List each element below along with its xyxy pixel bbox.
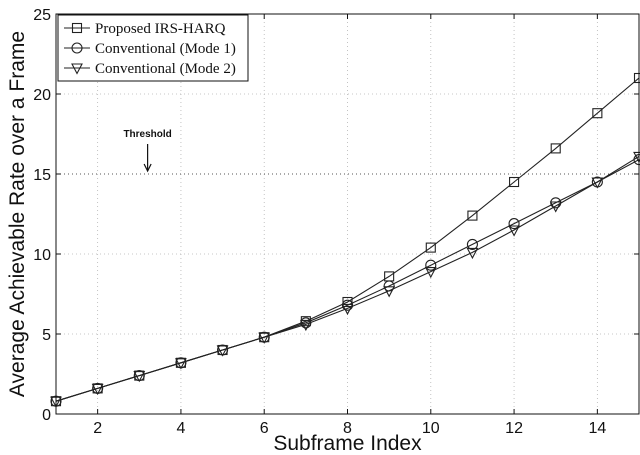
data-point-1 [425,242,436,253]
data-point-3 [133,371,146,383]
y-axis-title: Average Achievable Rate over a Frame [6,31,29,397]
y-tick-label: 15 [33,167,51,184]
data-point-3 [175,358,187,370]
series-line-3 [55,155,640,402]
x-tick-label: 8 [343,420,352,437]
x-tick-label: 6 [260,420,269,437]
threshold-label: Threshold [123,129,171,140]
data-point-3 [466,247,479,260]
data-point-1 [592,108,603,119]
y-tick-label: 5 [42,327,51,344]
threshold-annotation: Threshold [56,129,639,175]
data-point-3 [91,383,104,396]
data-point-3 [341,303,354,316]
x-tick-label: 2 [93,420,102,437]
legend-label-2: Conventional (Mode 1) [95,41,236,57]
data-point-3 [508,225,520,237]
legend-marker-1 [71,22,83,34]
threshold-arrow-head [143,163,152,173]
grid [56,14,639,414]
legend-label-3: Conventional (Mode 2) [95,61,236,77]
data-point-3 [591,177,604,189]
x-tick-labels: 2 4 6 8 10 12 14 [93,420,606,437]
x-tick-label: 4 [176,420,185,437]
data-point-3 [424,267,437,279]
x-axis-title: Subframe Index [273,432,422,455]
y-tick-label: 0 [42,407,51,424]
legend: Proposed IRS-HARQ Conventional (Mode 1) Co… [57,14,249,82]
data-point-2 [425,259,437,271]
legend-marker-2 [71,42,83,54]
data-point-2 [508,218,520,230]
series-group [50,72,640,408]
data-point-1 [550,143,561,154]
x-tick-label: 14 [588,420,606,437]
legend-marker-3 [71,63,83,75]
legend-label-1: Proposed IRS-HARQ [95,21,226,37]
tick-marks [56,13,639,415]
data-point-1 [509,176,520,188]
data-point-3 [299,319,312,332]
y-tick-labels: 0 5 10 15 20 25 [33,7,51,424]
data-point-3 [549,201,562,213]
data-point-3 [216,345,229,357]
data-point-2 [466,238,478,250]
x-tick-label: 10 [422,420,440,437]
data-point-3 [258,332,271,344]
y-tick-label: 25 [33,7,51,24]
y-tick-label: 20 [33,87,51,104]
data-point-1 [467,210,478,221]
y-tick-label: 10 [33,247,51,264]
data-point-3 [383,286,396,298]
x-tick-label: 12 [505,420,523,437]
